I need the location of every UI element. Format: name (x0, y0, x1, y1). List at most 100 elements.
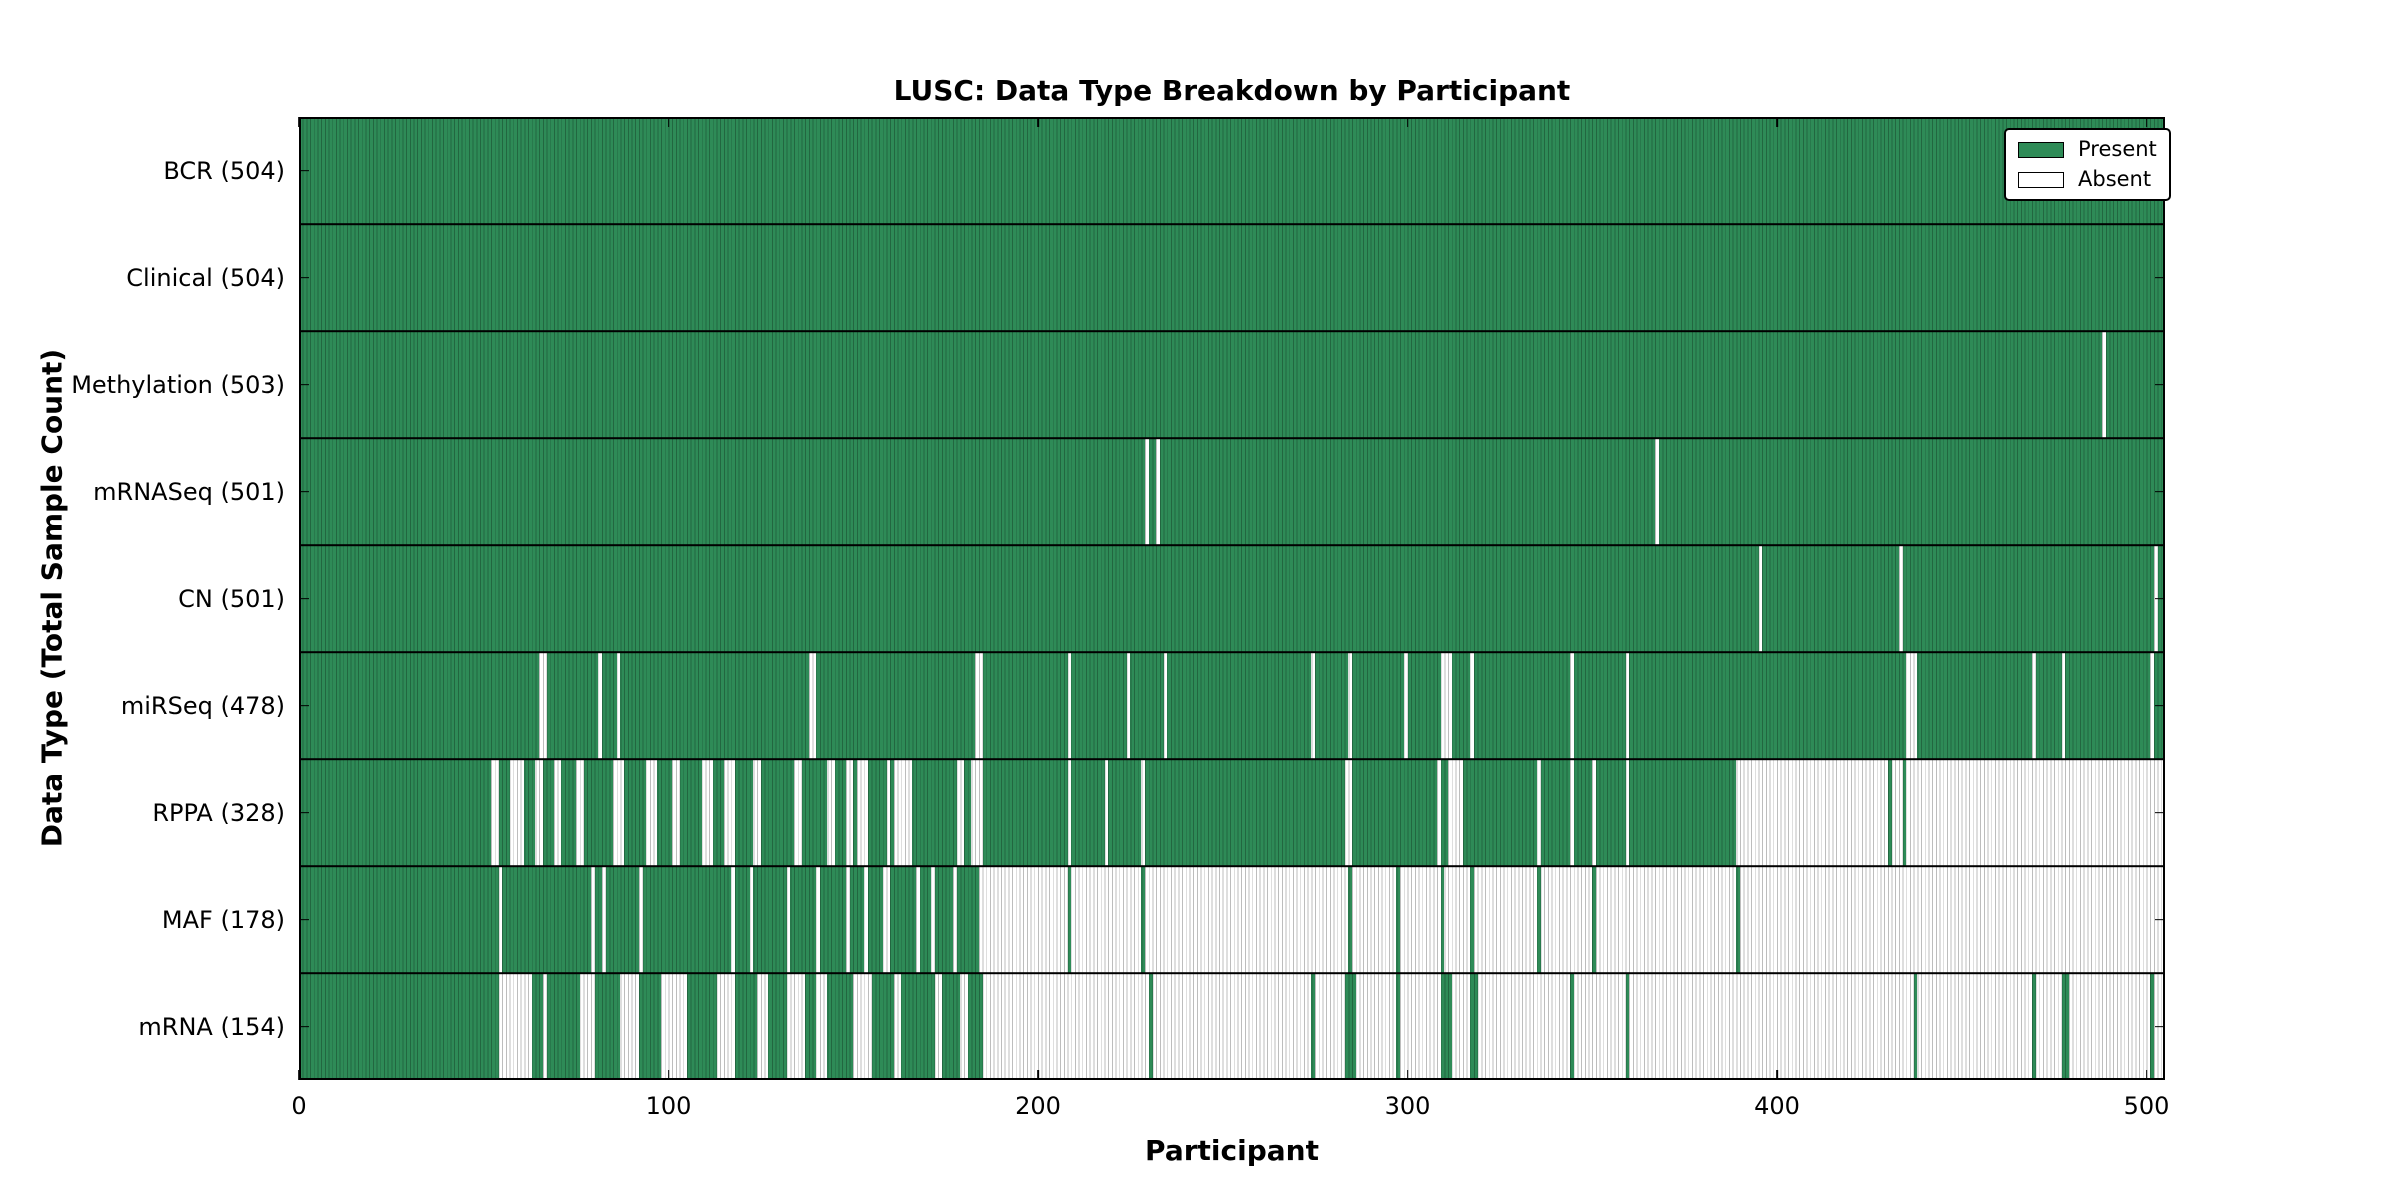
y-tick-left (299, 169, 309, 172)
absent-stripe-rppa (509, 758, 525, 866)
absent-stripe-rppa (856, 758, 869, 866)
present-swatch (2018, 141, 2064, 158)
row-label-mrnaseq: mRNASeq (501) (93, 477, 285, 506)
absent-stripe-maf (816, 866, 820, 973)
x-tick-top (1037, 117, 1039, 127)
row-separator (299, 972, 2165, 974)
y-tick-right (2155, 383, 2165, 386)
absent-stripe-mrna (982, 973, 1149, 1080)
legend-item-present: Present (2018, 139, 2157, 160)
absent-stripe-mrna (1400, 973, 1441, 1080)
absent-stripe-mirseq (1440, 652, 1452, 759)
absent-stripe-mirseq (2061, 652, 2066, 759)
row-label-clinical: Clinical (504) (126, 263, 285, 292)
y-tick-left (299, 704, 309, 707)
absent-stripe-mrna (893, 973, 902, 1080)
x-tick-label: 400 (1754, 1092, 1800, 1120)
x-tick-bottom (2145, 1070, 2148, 1080)
absent-stripe-mrna (716, 973, 735, 1080)
absent-stripe-mirseq (2150, 652, 2154, 759)
legend-label: Present (2078, 137, 2157, 161)
y-tick-right (2155, 1025, 2165, 1028)
absent-stripe-maf (1352, 866, 1397, 973)
y-tick-left (299, 918, 309, 921)
absent-stripe-mirseq (808, 652, 817, 759)
absent-stripe-maf (1540, 866, 1593, 973)
absent-stripe-mirseq (1906, 652, 1918, 759)
absent-stripe-mirseq (539, 652, 547, 759)
absent-stripe-mrna (579, 973, 595, 1080)
chart-title: LUSC: Data Type Breakdown by Participant (893, 74, 1571, 107)
absent-stripe-mrna (960, 973, 968, 1080)
x-tick-label: 0 (291, 1092, 307, 1120)
row-separator (299, 544, 2165, 546)
y-tick-right (2155, 597, 2165, 600)
legend-item-absent: Absent (2018, 169, 2157, 190)
absent-stripe-mirseq (1470, 652, 1475, 759)
x-tick-label: 300 (1384, 1092, 1431, 1120)
absent-stripe-maf (1400, 866, 1441, 973)
absent-stripe-maf (601, 866, 606, 973)
absent-stripe-mirseq (1067, 652, 1072, 759)
absent-stripe-mirseq (975, 652, 983, 759)
y-tick-right (2155, 704, 2165, 707)
absent-stripe-maf (1595, 866, 1737, 973)
absent-stripe-rppa (576, 758, 584, 866)
row-methylation (299, 331, 2165, 438)
absent-stripe-mirseq (1570, 652, 1574, 759)
absent-stripe-maf (882, 866, 891, 973)
row-maf (299, 866, 2165, 973)
absent-stripe-maf (498, 866, 503, 973)
absent-stripe-rppa (827, 758, 835, 866)
x-tick-label: 500 (2123, 1092, 2170, 1120)
absent-stripe-mrna (661, 973, 687, 1080)
absent-stripe-mirseq (1126, 652, 1131, 759)
absent-stripe-mrna (1477, 973, 1571, 1080)
absent-stripe-maf (731, 866, 735, 973)
y-tick-left (299, 1025, 309, 1028)
absent-stripe-mrna (786, 973, 806, 1080)
absent-stripe-maf (786, 866, 791, 973)
absent-stripe-rppa (1625, 758, 1630, 866)
absent-stripe-maf (916, 866, 920, 973)
y-axis-title: Data Type (Total Sample Count) (35, 348, 69, 848)
absent-stripe-mrna (1315, 973, 1345, 1080)
absent-stripe-mrnaseq (1655, 437, 1659, 545)
row-separator (299, 330, 2165, 332)
y-tick-left (299, 276, 309, 279)
legend-label: Absent (2078, 167, 2152, 191)
absent-stripe-rppa (886, 758, 891, 866)
row-label-bcr: BCR (504) (163, 156, 285, 185)
absent-stripe-maf (590, 866, 595, 973)
absent-stripe-methylation (2102, 331, 2106, 438)
row-mrnaseq (299, 437, 2165, 545)
absent-stripe-rppa (491, 758, 499, 866)
absent-stripe-maf (1071, 866, 1142, 973)
absent-stripe-maf (1444, 866, 1471, 973)
absent-stripe-rppa (1536, 758, 1541, 866)
absent-stripe-rppa (646, 758, 658, 866)
absent-stripe-mirseq (1311, 652, 1316, 759)
row-bcr (299, 117, 2165, 224)
absent-stripe-rppa (1437, 758, 1441, 866)
absent-stripe-mirseq (1625, 652, 1630, 759)
absent-stripe-rppa (1891, 758, 1903, 866)
row-rppa (299, 758, 2165, 866)
absent-stripe-mrna (934, 973, 942, 1080)
absent-stripe-rppa (1592, 758, 1596, 866)
absent-stripe-mrna (853, 973, 872, 1080)
y-tick-left (299, 811, 309, 814)
absent-stripe-maf (1740, 866, 2165, 973)
absent-stripe-mrna (620, 973, 639, 1080)
row-mirseq (299, 652, 2165, 759)
absent-stripe-rppa (1448, 758, 1463, 866)
absent-stripe-mirseq (616, 652, 621, 759)
absent-stripe-mrna (2068, 973, 2151, 1080)
absent-stripe-rppa (1344, 758, 1353, 866)
absent-stripe-rppa (1570, 758, 1574, 866)
absent-stripe-rppa (794, 758, 802, 866)
row-separator (299, 223, 2165, 225)
x-tick-label: 100 (645, 1092, 692, 1120)
absent-stripe-rppa (1067, 758, 1072, 866)
